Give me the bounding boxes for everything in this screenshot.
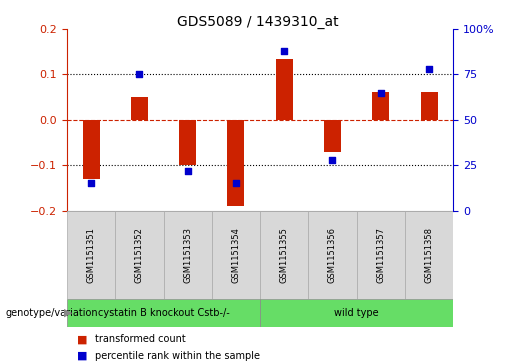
Text: percentile rank within the sample: percentile rank within the sample [95, 351, 260, 361]
Text: GSM1151357: GSM1151357 [376, 227, 385, 283]
Bar [372, 92, 389, 120]
Text: wild type: wild type [334, 308, 379, 318]
Text: transformed count: transformed count [95, 334, 186, 344]
Bar [82, 120, 99, 179]
Bar [163, 211, 212, 299]
Bar [405, 211, 453, 299]
Point [329, 157, 337, 163]
Bar [324, 120, 341, 152]
Bar [421, 92, 438, 120]
Text: GSM1151354: GSM1151354 [231, 227, 241, 283]
Point [280, 48, 288, 54]
Text: genotype/variation: genotype/variation [5, 308, 98, 318]
Bar [260, 211, 308, 299]
Text: GDS5089 / 1439310_at: GDS5089 / 1439310_at [177, 15, 338, 29]
Text: GSM1151355: GSM1151355 [280, 227, 289, 283]
Point [232, 180, 240, 186]
Point [87, 180, 95, 186]
Text: ▶: ▶ [64, 308, 73, 318]
Point [183, 168, 192, 174]
Bar [212, 211, 260, 299]
Text: GSM1151358: GSM1151358 [424, 227, 434, 283]
Text: GSM1151353: GSM1151353 [183, 227, 192, 283]
Point [376, 90, 385, 95]
Text: GSM1151352: GSM1151352 [135, 227, 144, 283]
Text: GSM1151356: GSM1151356 [328, 227, 337, 283]
Point [135, 72, 144, 77]
Bar [260, 299, 453, 327]
Bar [308, 211, 356, 299]
Bar [115, 211, 163, 299]
Point [425, 66, 433, 72]
Bar [67, 211, 115, 299]
Bar [131, 97, 148, 120]
Bar [179, 120, 196, 165]
Bar [356, 211, 405, 299]
Text: ■: ■ [77, 351, 88, 361]
Bar [67, 299, 260, 327]
Text: cystatin B knockout Cstb-/-: cystatin B knockout Cstb-/- [98, 308, 229, 318]
Bar [276, 58, 293, 120]
Text: GSM1151351: GSM1151351 [87, 227, 96, 283]
Bar [228, 120, 245, 206]
Text: ■: ■ [77, 334, 88, 344]
